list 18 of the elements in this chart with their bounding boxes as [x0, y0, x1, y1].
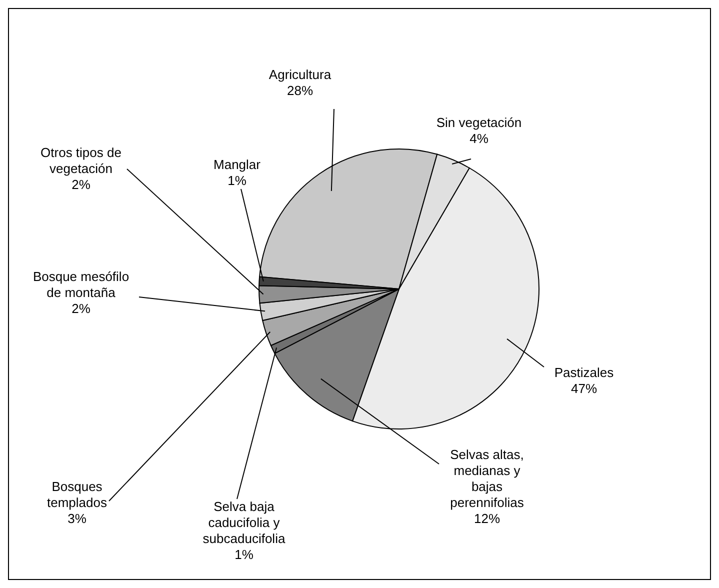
slice-label: Bosques templados — [47, 479, 108, 510]
slice-label: Selvas altas, medianas y bajas perennifolias — [450, 447, 524, 510]
data-label: 12% — [474, 511, 500, 526]
data-label: 1% — [234, 547, 254, 562]
data-label: 2% — [72, 177, 91, 192]
data-label: 1% — [228, 173, 247, 188]
data-label: 2% — [72, 301, 91, 316]
slice-label: Pastizales — [554, 365, 614, 380]
slice-label: Sin vegetación — [436, 115, 522, 130]
data-label: 3% — [68, 511, 87, 526]
slice-label: Agricultura — [268, 67, 332, 82]
slice-label: Otros tipos de vegetación — [40, 145, 122, 176]
data-label: 47% — [570, 381, 598, 396]
slice-label: Bosque mesófilo de montaña — [32, 269, 130, 300]
data-label: 4% — [470, 131, 489, 146]
slice-label: Selva baja caducifolia y subcaducifolia — [202, 499, 286, 546]
data-label: 28% — [286, 83, 314, 98]
slice-label: Manglar — [214, 157, 262, 172]
